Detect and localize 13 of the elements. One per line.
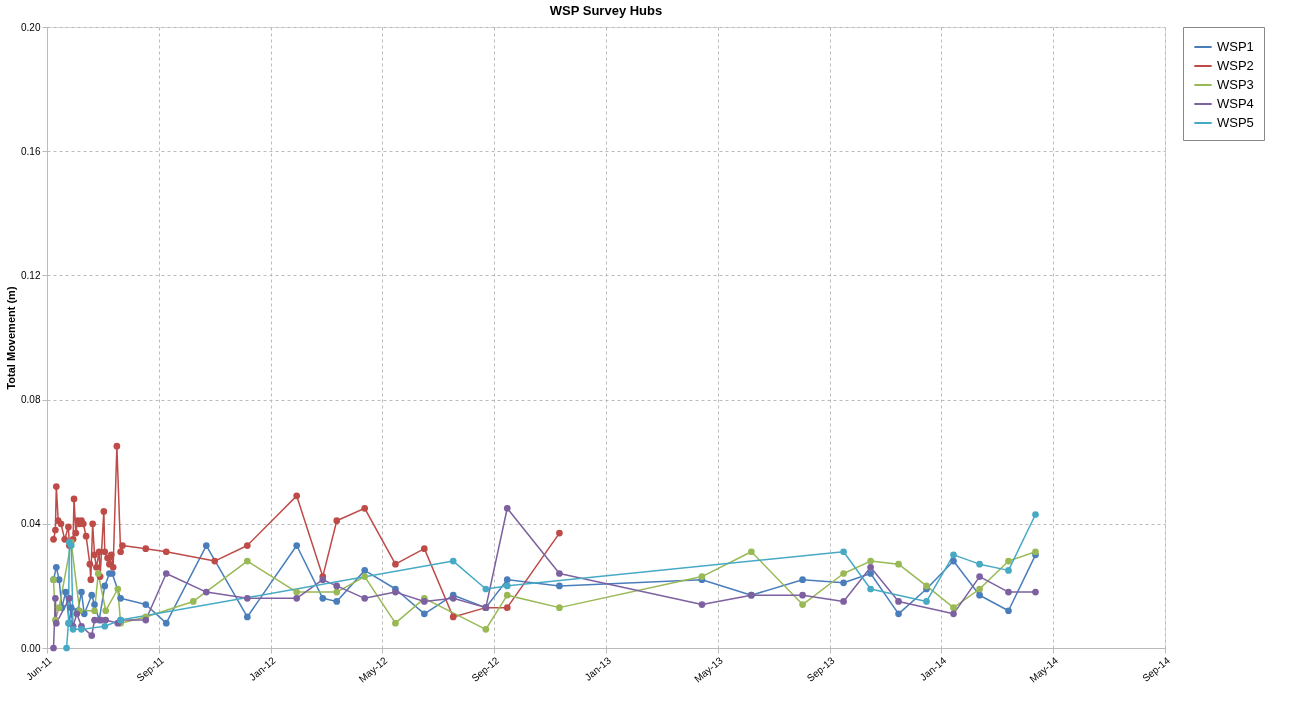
y-tick-label: 0.00 xyxy=(21,642,41,654)
y-tick-label: 0.04 xyxy=(21,518,41,530)
legend-label: WSP1 xyxy=(1217,39,1254,54)
legend-label: WSP2 xyxy=(1217,58,1254,73)
y-tick-label: 0.12 xyxy=(21,269,41,281)
y-axis-title: Total Movement (m) xyxy=(5,286,18,390)
y-tick-label: 0.16 xyxy=(21,145,41,157)
legend-label: WSP5 xyxy=(1217,115,1254,130)
chart-title: WSP Survey Hubs xyxy=(549,3,663,18)
legend-label: WSP4 xyxy=(1217,96,1254,111)
y-tick-label: 0.08 xyxy=(21,394,41,406)
legend-label: WSP3 xyxy=(1217,77,1254,92)
y-tick-label: 0.20 xyxy=(21,21,41,33)
